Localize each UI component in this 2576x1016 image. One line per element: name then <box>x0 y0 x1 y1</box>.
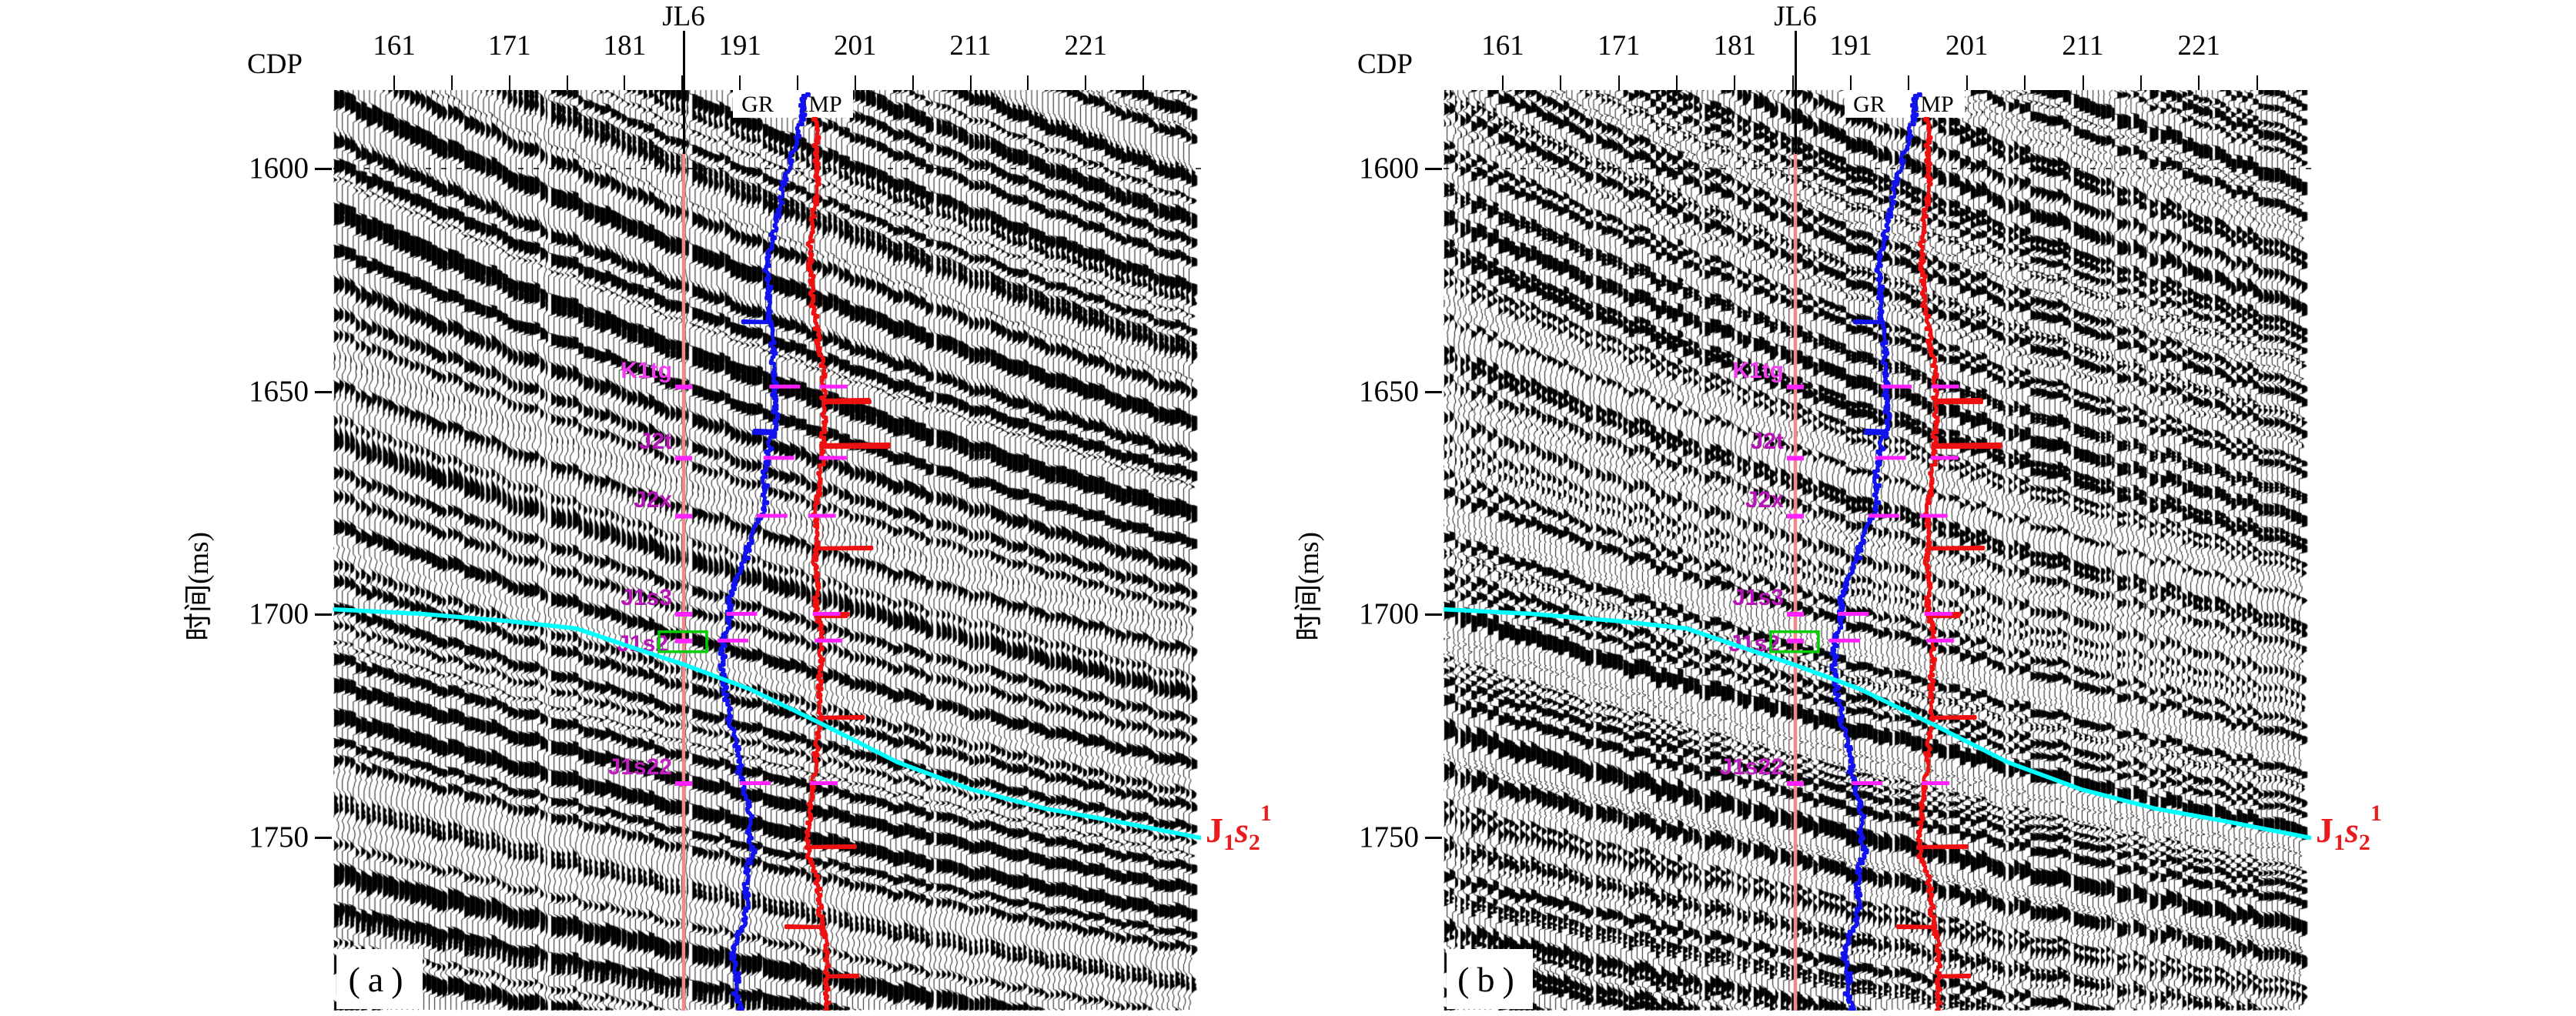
cdp-minor-tick <box>2024 75 2026 90</box>
seismic-canvas-b <box>1444 90 2311 1011</box>
cdp-major-tick <box>2082 75 2084 90</box>
tracked-horizon-label-part: 1 <box>1260 800 1272 826</box>
time-tick-label: 1600 <box>249 152 309 185</box>
time-tick <box>1425 390 1442 393</box>
cdp-major-tick <box>969 75 972 90</box>
cdp-minor-tick <box>2139 75 2142 90</box>
tracked-horizon-label-part: 2 <box>2358 830 2370 856</box>
time-tick-label: 1650 <box>1359 374 1419 408</box>
seismic-canvas-a <box>333 90 1201 1011</box>
horizon-label-J1s22: J1s22 <box>1719 754 1784 780</box>
time-axis-title: 时间(ms) <box>182 532 215 641</box>
time-tick-label: 1700 <box>249 597 309 630</box>
cdp-tick-label: 211 <box>949 30 992 62</box>
tracked-horizon-label-part: s <box>1235 810 1249 850</box>
cdp-tick-label: 211 <box>2062 30 2104 62</box>
horizon-label-J1s2: J1s2 <box>1728 630 1780 657</box>
cdp-major-tick <box>1965 75 1968 90</box>
horizon-label-K1tg: K1tg <box>1732 357 1784 383</box>
cdp-minor-tick <box>1142 75 1145 90</box>
cdp-minor-tick <box>1791 75 1794 90</box>
cdp-minor-tick <box>1676 75 1678 90</box>
cdp-minor-tick <box>2256 75 2258 90</box>
cdp-major-tick <box>1734 75 1736 90</box>
time-tick-label: 1750 <box>1359 820 1419 854</box>
well-location-line <box>682 31 685 154</box>
cdp-major-tick <box>393 75 395 90</box>
time-tick-label: 1700 <box>1359 597 1419 630</box>
horizon-label-J2x: J2x <box>633 486 672 513</box>
horizon-label-J2t: J2t <box>1750 429 1784 455</box>
cdp-tick-label: 181 <box>603 30 647 62</box>
cdp-major-tick <box>854 75 856 90</box>
tracked-horizon-label-part: 1 <box>1223 830 1235 856</box>
cdp-tick-label: 161 <box>373 30 416 62</box>
cdp-tick-label: 201 <box>834 30 877 62</box>
time-tick <box>315 390 332 393</box>
time-tick <box>1425 168 1442 170</box>
well-name-label: JL6 <box>1774 1 1817 32</box>
cdp-minor-tick <box>796 75 798 90</box>
cdp-minor-tick <box>1908 75 1910 90</box>
time-tick-label: 1750 <box>249 820 309 854</box>
cdp-major-tick <box>1502 75 1504 90</box>
cdp-tick-label: 171 <box>487 30 531 62</box>
cdp-tick-label: 191 <box>1829 30 1872 62</box>
tracked-horizon-label-part: 1 <box>2370 800 2382 826</box>
cdp-major-tick <box>1618 75 1620 90</box>
tracked-horizon-label-part: 2 <box>1248 830 1260 856</box>
tracked-horizon-label: J1s21 <box>1206 800 1272 856</box>
time-tick <box>315 836 332 839</box>
cdp-tick-label: 161 <box>1481 30 1524 62</box>
time-tick <box>315 613 332 616</box>
well-location-line <box>1794 31 1797 154</box>
cdp-tick-label: 201 <box>1945 30 1989 62</box>
cdp-tick-label: 181 <box>1713 30 1757 62</box>
tracked-horizon-label-part: J <box>2316 810 2333 850</box>
tracked-horizon-label-part: 1 <box>2333 830 2345 856</box>
horizon-label-J1s2: J1s2 <box>617 630 668 657</box>
time-tick-label: 1600 <box>1359 152 1419 185</box>
cdp-major-tick <box>624 75 626 90</box>
well-name-label: JL6 <box>662 1 705 32</box>
horizon-label-J2x: J2x <box>1745 486 1784 513</box>
cdp-minor-tick <box>1560 75 1562 90</box>
cdp-tick-label: 171 <box>1597 30 1641 62</box>
horizon-label-J2t: J2t <box>638 429 672 455</box>
time-tick <box>315 168 332 170</box>
cdp-major-tick <box>1850 75 1852 90</box>
tracked-horizon-label-part: J <box>1206 810 1223 850</box>
cdp-major-tick <box>508 75 510 90</box>
horizon-label-J1s22: J1s22 <box>607 754 672 780</box>
horizon-label-J1s3: J1s3 <box>621 585 672 610</box>
tracked-horizon-label-part: s <box>2345 810 2359 850</box>
panel-letter-a: (a) <box>336 949 423 1009</box>
cdp-tick-label: 191 <box>718 30 761 62</box>
cdp-major-tick <box>2198 75 2200 90</box>
cdp-minor-tick <box>450 75 453 90</box>
horizon-label-K1tg: K1tg <box>621 357 672 383</box>
cdp-major-tick <box>1085 75 1087 90</box>
cdp-minor-tick <box>566 75 568 90</box>
time-tick-label: 1650 <box>249 374 309 408</box>
cdp-axis-label: CDP <box>1357 48 1413 80</box>
cdp-tick-label: 221 <box>2177 30 2220 62</box>
horizon-label-J1s3: J1s3 <box>1732 585 1784 610</box>
cdp-major-tick <box>739 75 741 90</box>
time-tick <box>1425 613 1442 616</box>
time-tick <box>1425 836 1442 839</box>
tracked-horizon-label: J1s21 <box>2316 800 2382 856</box>
panel-letter-b: (b) <box>1447 949 1533 1009</box>
cdp-axis-label: CDP <box>247 48 303 80</box>
cdp-minor-tick <box>912 75 914 90</box>
cdp-minor-tick <box>681 75 684 90</box>
cdp-tick-label: 221 <box>1064 30 1107 62</box>
time-axis-title: 时间(ms) <box>1293 532 1325 641</box>
cdp-minor-tick <box>1027 75 1029 90</box>
